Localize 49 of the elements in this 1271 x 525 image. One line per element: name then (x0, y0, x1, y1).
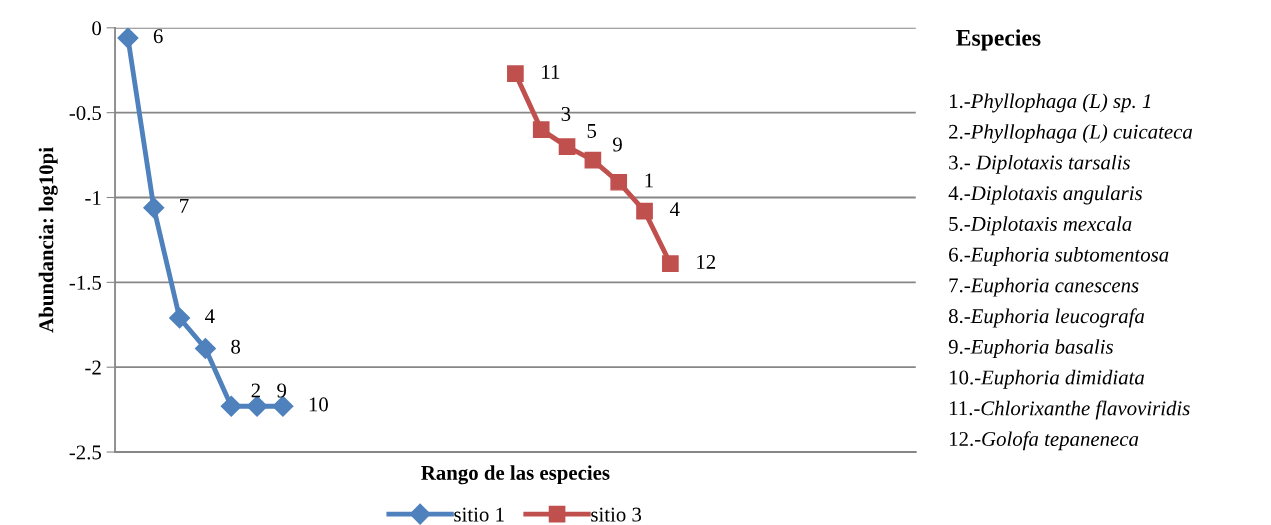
point (558, 138, 576, 155)
text: 1.-Phyllophaga (L) sp. 1 (950, 93, 1151, 113)
annotation: 9 (613, 137, 622, 152)
text: 8.-Euphoria leucografa (948, 308, 1145, 328)
annotation: 10 (309, 397, 328, 412)
text: 2.-Phyllophaga (L) cuicateca (949, 124, 1193, 144)
text: 11.-Chlorixanthe flavoviridis (950, 400, 1190, 420)
text: 12.-Golofa tepaneneca (950, 431, 1139, 451)
point (143, 197, 165, 219)
annotation: 5 (587, 124, 597, 138)
text: 3.- Diplotaxis tarsalis (949, 154, 1130, 174)
point (532, 121, 550, 138)
legend-label: sitio 3 (591, 507, 642, 522)
point (636, 202, 653, 220)
text: 10.-Euphoria dimidiata (950, 369, 1145, 389)
y-tick-label: -0.5 (69, 106, 102, 121)
annotation: 2 (251, 383, 260, 398)
annotation: 3 (561, 106, 571, 121)
point (169, 307, 191, 329)
text: 6.-Euphoria subtomentosa (949, 247, 1169, 266)
point (220, 395, 242, 417)
annotation: 12 (697, 254, 716, 269)
annotation: 7 (180, 199, 189, 213)
y-tick-label: -1.5 (69, 275, 102, 290)
point (117, 27, 139, 49)
annotation: 9 (277, 383, 287, 398)
annotation: 4 (205, 309, 215, 323)
text: 7.-Euphoria canescens (949, 277, 1139, 297)
point (610, 173, 628, 191)
point (507, 65, 524, 82)
text: 9.-Euphoria basalis (948, 339, 1113, 359)
y-tick-label: -2 (85, 360, 101, 375)
y-axis-title: Abundancia: log10pi (38, 147, 58, 333)
annotation: 8 (231, 339, 241, 354)
annotation: 4 (669, 202, 680, 217)
x-axis-title: Rango de las especies (421, 465, 610, 485)
legend-label: sitio 1 (454, 507, 504, 522)
text: Especies (956, 29, 1041, 51)
text: 5.-Diplotaxis mexcala (949, 216, 1132, 236)
point (584, 151, 602, 169)
annotation: 6 (153, 29, 163, 44)
y-tick-label: 0 (92, 21, 102, 36)
annotation: 11 (542, 64, 560, 79)
point (194, 338, 216, 360)
annotation: 1 (645, 173, 653, 188)
y-tick-label: -2.5 (69, 445, 102, 460)
y-tick-label: -1 (85, 190, 101, 205)
text: 4.-Diplotaxis angularis (948, 185, 1143, 205)
point (662, 255, 679, 273)
